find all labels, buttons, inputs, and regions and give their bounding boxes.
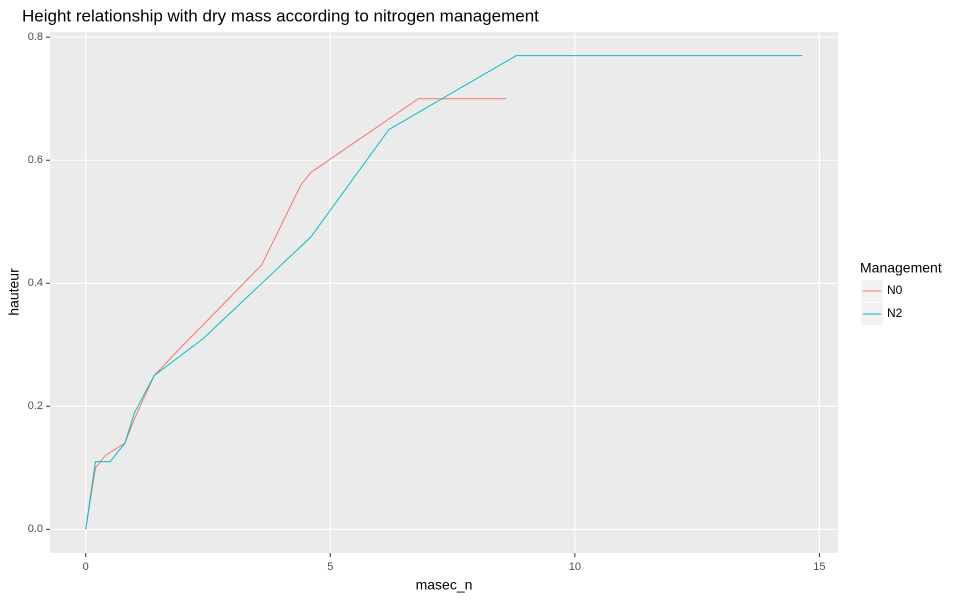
- y-tick-label: 0.8: [28, 31, 43, 43]
- grid: [50, 32, 838, 553]
- panel: [50, 32, 838, 553]
- x-tick-label: 10: [569, 561, 581, 573]
- marks: [85, 55, 803, 530]
- legend: N0 N2: [861, 280, 903, 325]
- y-axis-label: hauteur: [6, 268, 22, 316]
- chart-title: Height relationship with dry mass accord…: [22, 6, 539, 25]
- series-line: [85, 55, 803, 530]
- y-tick-label: 0.2: [28, 400, 43, 412]
- x-tick-label: 5: [327, 561, 333, 573]
- legend-label: N0: [887, 283, 903, 297]
- legend-title: Management: [860, 260, 942, 276]
- x-tick-label: 15: [813, 561, 825, 573]
- y-tick-label: 0.4: [28, 277, 43, 289]
- legend-label: N2: [887, 306, 903, 320]
- y-tick-label: 0.6: [28, 154, 43, 166]
- x-tick-label: 0: [83, 561, 89, 573]
- x-axis-label: masec_n: [416, 577, 473, 593]
- y-tick-label: 0.0: [28, 523, 43, 535]
